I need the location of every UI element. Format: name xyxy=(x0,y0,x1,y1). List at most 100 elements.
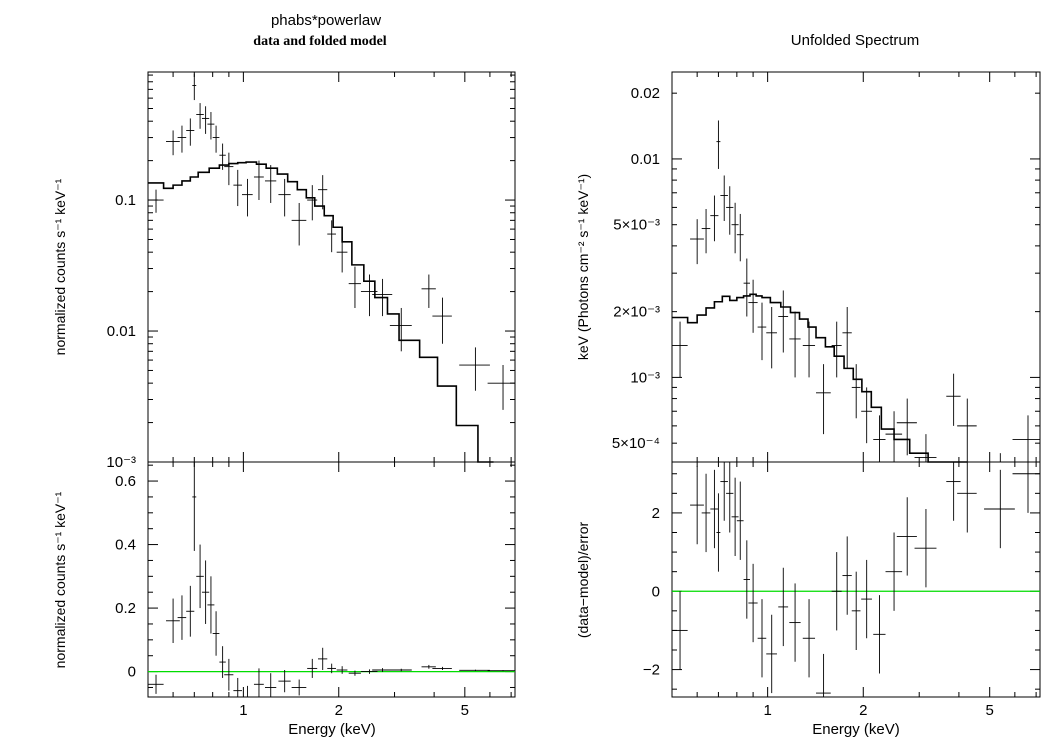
data-point xyxy=(720,462,728,521)
data-point xyxy=(757,599,767,678)
data-point xyxy=(233,677,242,697)
data-point xyxy=(802,599,816,678)
data-point xyxy=(212,611,220,656)
left-subtitle: data and folded model xyxy=(253,34,387,49)
data-point xyxy=(690,219,704,265)
y-tick-label: 10⁻³ xyxy=(106,454,136,471)
data-point xyxy=(241,178,253,217)
data-point xyxy=(984,469,1015,549)
data-point xyxy=(672,591,688,670)
data-point xyxy=(831,552,842,631)
data-point xyxy=(389,307,412,352)
data-point xyxy=(307,658,318,678)
data-point xyxy=(851,364,861,419)
data-point xyxy=(748,279,758,333)
panel-3: −2 0 2 1 2 5 xyxy=(643,461,1041,719)
data-point xyxy=(360,669,378,674)
data-point xyxy=(885,411,903,462)
y-tick-label: 5×10⁻³ xyxy=(613,217,660,234)
data-point xyxy=(716,120,721,169)
data-point xyxy=(487,670,515,672)
data-point xyxy=(873,415,886,462)
y-tick-label: 0.1 xyxy=(115,192,136,209)
data-point xyxy=(946,462,961,521)
data-point xyxy=(757,302,767,361)
y-tick-label: 0.01 xyxy=(631,151,660,168)
data-point xyxy=(432,297,452,344)
data-point xyxy=(710,469,719,549)
data-point xyxy=(207,112,215,140)
data-point xyxy=(264,165,277,203)
panel-1: 0 0.2 0.4 0.6 1 2 5 xyxy=(115,461,516,719)
data-point xyxy=(219,143,226,170)
data-point xyxy=(766,307,777,369)
y-tick-label: 2 xyxy=(652,505,660,522)
data-point xyxy=(241,685,253,698)
data-point xyxy=(710,195,719,242)
data-point xyxy=(736,213,744,262)
data-point xyxy=(459,669,490,671)
data-point xyxy=(327,220,336,253)
data-point xyxy=(789,583,801,662)
right-top-ylabel: keV (Photons cm⁻² s⁻¹ keV⁻¹) xyxy=(575,174,591,360)
data-point xyxy=(690,465,704,545)
data-point xyxy=(726,186,734,235)
data-point xyxy=(914,434,937,462)
data-point xyxy=(336,666,348,674)
data-point xyxy=(851,571,861,650)
data-point xyxy=(896,497,917,576)
x-tick-label: 5 xyxy=(986,702,994,719)
data-point xyxy=(212,125,220,153)
data-point xyxy=(748,563,758,643)
data-point xyxy=(861,387,872,444)
right-title: Unfolded Spectrum xyxy=(791,32,919,49)
data-point xyxy=(166,130,180,156)
data-point xyxy=(831,321,842,378)
data-point xyxy=(186,118,195,146)
data-point xyxy=(778,567,789,647)
data-point xyxy=(291,202,307,246)
y-tick-label: −2 xyxy=(643,662,660,679)
data-point xyxy=(348,266,361,308)
x-tick-label: 1 xyxy=(763,702,771,719)
data-point xyxy=(459,347,490,391)
data-point xyxy=(348,670,361,676)
data-point xyxy=(861,559,872,639)
data-point xyxy=(196,544,204,609)
data-point xyxy=(372,668,393,672)
data-point xyxy=(327,663,336,674)
data-point xyxy=(166,598,180,644)
data-point xyxy=(842,307,852,369)
data-point xyxy=(360,274,378,317)
data-point xyxy=(317,647,328,671)
data-point xyxy=(766,614,777,694)
data-point xyxy=(1012,462,1040,513)
y-tick-label: 0.2 xyxy=(115,600,136,617)
data-point xyxy=(726,462,734,533)
data-point xyxy=(984,453,1015,463)
data-point xyxy=(789,311,801,378)
data-point xyxy=(896,398,917,456)
data-point xyxy=(177,125,187,153)
data-point xyxy=(716,493,721,572)
data-point xyxy=(731,477,739,556)
data-point xyxy=(253,668,264,697)
data-point xyxy=(219,646,226,678)
right-bottom-ylabel: (data−model)/error xyxy=(575,521,591,638)
data-point xyxy=(192,462,197,551)
data-point xyxy=(873,595,886,674)
x-tick-label: 1 xyxy=(239,702,247,719)
data-point xyxy=(736,481,744,560)
x-tick-label: 2 xyxy=(335,702,343,719)
y-tick-label: 10⁻³ xyxy=(630,369,660,386)
data-point xyxy=(253,160,264,201)
right-xlabel: Energy (keV) xyxy=(812,721,900,738)
left-bottom-ylabel: normalized counts s⁻¹ keV⁻¹ xyxy=(52,491,68,668)
data-point xyxy=(389,668,412,672)
data-point xyxy=(778,290,789,353)
data-point xyxy=(672,321,688,378)
data-point xyxy=(701,473,711,553)
data-point xyxy=(186,585,195,637)
data-point xyxy=(842,536,852,615)
